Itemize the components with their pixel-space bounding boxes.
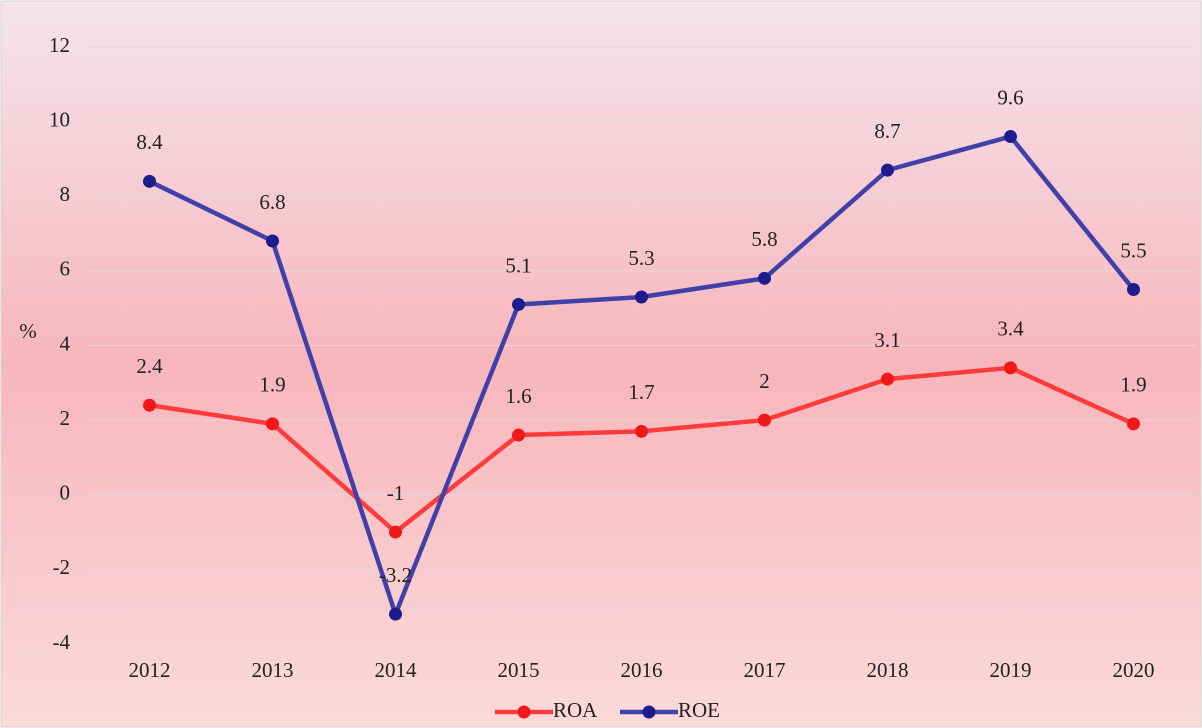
data-label: 5.1 [505, 253, 531, 277]
point [512, 297, 525, 311]
x-tick-label: 2012 [129, 658, 171, 682]
legend-label: ROA [553, 698, 598, 722]
y-tick-label: 6 [60, 257, 71, 281]
x-tick-label: 2014 [375, 658, 418, 682]
x-tick-label: 2020 [1113, 658, 1155, 682]
y-tick-label: 12 [49, 33, 70, 57]
data-label: 3.4 [997, 317, 1024, 341]
point [266, 417, 279, 431]
x-tick-label: 2019 [990, 658, 1032, 682]
data-label: 5.3 [628, 246, 654, 270]
data-label: -3.2 [379, 563, 412, 587]
legend-label: ROE [678, 698, 720, 722]
data-label: 5.5 [1120, 238, 1146, 262]
data-label: 6.8 [259, 190, 285, 214]
data-label: 1.9 [259, 373, 285, 397]
x-tick-label: 2018 [867, 658, 909, 682]
y-tick-label: 4 [60, 331, 71, 355]
point [1127, 417, 1140, 431]
y-tick-label: -4 [53, 630, 71, 654]
y-tick-label: -2 [53, 555, 71, 579]
point [143, 398, 156, 412]
y-axis-label: % [19, 319, 37, 343]
legend-marker [642, 705, 656, 719]
point [1004, 130, 1017, 144]
data-label: 1.7 [628, 380, 654, 404]
point [758, 271, 771, 285]
point [512, 428, 525, 442]
data-label: 3.1 [874, 328, 900, 352]
data-label: 1.9 [1120, 373, 1146, 397]
data-label: 2 [759, 369, 770, 393]
x-tick-label: 2016 [621, 658, 663, 682]
y-tick-label: 10 [49, 107, 70, 131]
y-tick-label: 2 [60, 406, 71, 430]
point [881, 163, 894, 177]
point [389, 525, 402, 539]
legend-marker [517, 705, 531, 719]
point [1127, 283, 1140, 297]
data-label: 8.4 [136, 130, 163, 154]
data-label: 9.6 [997, 85, 1023, 109]
point [266, 234, 279, 248]
data-label: 2.4 [136, 354, 163, 378]
data-label: 1.6 [505, 384, 531, 408]
data-label: 8.7 [874, 119, 900, 143]
y-tick-label: 8 [60, 182, 71, 206]
point [1004, 361, 1017, 375]
data-label: -1 [387, 481, 405, 505]
point [143, 174, 156, 188]
y-tick-label: 0 [60, 481, 71, 505]
point [389, 607, 402, 621]
data-label: 5.8 [751, 227, 777, 251]
point [635, 424, 648, 438]
x-tick-label: 2013 [252, 658, 294, 682]
point [635, 290, 648, 304]
point [758, 413, 771, 427]
x-tick-label: 2017 [744, 658, 786, 682]
point [881, 372, 894, 386]
x-tick-label: 2015 [498, 658, 540, 682]
